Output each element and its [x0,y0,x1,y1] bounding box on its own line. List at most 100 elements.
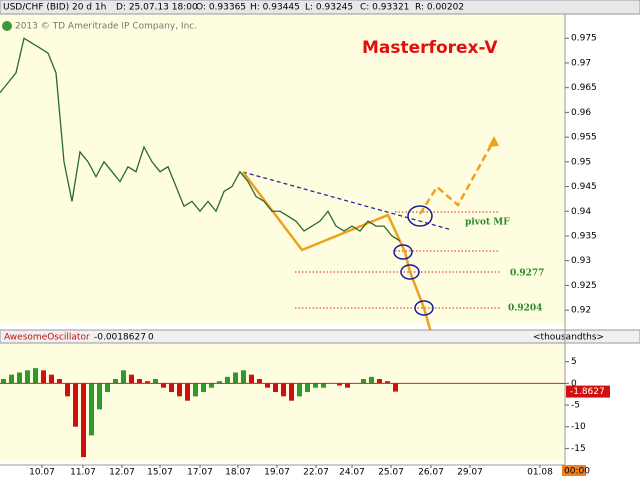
x-tick-label: 11.07 [70,468,96,478]
indicator-param: 0 [148,333,154,343]
oscillator-bar [193,383,198,397]
y-tick-label: -10 [571,422,586,432]
oscillator-bar [89,383,94,436]
oscillator-bar [241,370,246,384]
low: L: 0.93245 [305,3,353,13]
annotation: 0.9277 [510,269,544,279]
indicator-unit: <thousandths> [533,333,604,343]
circles [393,205,434,316]
marker-label: -1.8627 [570,387,605,397]
oscillator-bar [305,383,310,393]
oscillator-bar [81,383,86,458]
oscillator-bar [321,383,326,388]
y-tick-label: 0.92 [571,306,591,316]
x-tick-label: 19.07 [264,468,290,478]
forecast-line [418,139,496,215]
y-tick-label: -5 [571,401,580,411]
oscillator-bar [385,381,390,384]
oscillator-bar [201,383,206,393]
close: C: 0.93321 [360,3,409,13]
info-icon[interactable] [2,21,12,31]
oscillator-bar [225,376,230,384]
y-tick-label: 0.96 [571,108,591,118]
x-tick-label: 10.07 [29,468,55,478]
time-label: 00:00 [564,467,590,477]
oscillator-bar [209,383,214,388]
header-bar [0,0,640,15]
oscillator-bar [105,383,110,393]
y-tick-label: 0.945 [571,182,597,192]
y-tick-label: 0.965 [571,83,597,93]
indicator-name: AwesomeOscillator [4,333,90,343]
y-tick-label: -15 [571,444,586,454]
oscillator-bar [297,383,302,397]
open: O: 0.93365 [196,3,246,13]
x-tick-label: 17.07 [187,468,213,478]
oscillator-bar [233,372,238,384]
y-tick-label: 0.925 [571,281,597,291]
price-panel [0,14,565,323]
circle [414,300,434,316]
oscillator-bar [361,379,366,384]
oscillator-bar [153,379,158,384]
oscillator-bar [145,381,150,384]
oscillator-bar [137,379,142,384]
x-tick-label: 15.07 [147,468,173,478]
oscillator-bar [25,370,30,384]
oscillator-bar [249,374,254,384]
time-box [562,465,586,476]
oscillator-bar [273,383,278,393]
y-tick-label: 0.94 [571,207,591,217]
oscillator-bar [73,383,78,427]
oscillator-bar [281,383,286,397]
oscillator-bar [113,379,118,384]
y-tick-label: 0 [571,379,577,389]
oscillator-bar [9,374,14,384]
y-tick-label: 0.97 [571,58,591,68]
oscillator-bar [177,383,182,397]
oscillator-bar [129,374,134,384]
oscillator-bar [33,368,38,384]
annotation: pivot MF [465,218,510,228]
oscillator-bar [257,379,262,384]
symbol: USD/CHF (BID) 20 d 1h [3,3,106,13]
x-tick-label: 25.07 [378,468,404,478]
oscillator-bar [41,370,46,384]
oscillator-panel [0,343,565,461]
oscillator-bar [377,379,382,384]
oscillator-bar [345,383,350,388]
x-tick-label: 26.07 [418,468,444,478]
oscillator-bar [313,383,318,388]
circle [400,264,420,280]
y-tick-label: 0.93 [571,256,591,266]
oscillator-bar [337,383,342,386]
oscillator-bar [57,379,62,384]
range: R: 0.00202 [415,3,464,13]
oscillator-bar [217,381,222,384]
high: H: 0.93445 [250,3,300,13]
oscillator-bar [185,383,190,401]
arrow-head [488,136,499,147]
x-tick-label: 22.07 [303,468,329,478]
oscillator-bar [393,383,398,392]
oscillator-bar [289,383,294,401]
oscillator-bar [1,379,6,384]
y-tick-label: 0.935 [571,231,597,241]
y-tick-label: 0.955 [571,133,597,143]
circle [393,244,413,260]
x-tick-label: 24.07 [339,468,365,478]
indicator-value: -0.0018627 [94,333,146,343]
oscillator-bar [97,383,102,410]
chart-title: Masterforex-V [362,38,498,58]
y-tick-label: 5 [571,357,577,367]
copyright: 2013 © TD Ameritrade IP Company, Inc. [15,22,197,32]
oscillator-bar [65,383,70,397]
trend-line [242,171,453,231]
oscillator-bar [369,376,374,384]
date: D: 25.07.13 18:00 [116,3,198,13]
oscillator-bar [49,374,54,384]
oscillator-bar [169,383,174,393]
circle [407,205,433,227]
pattern-line [242,171,434,337]
